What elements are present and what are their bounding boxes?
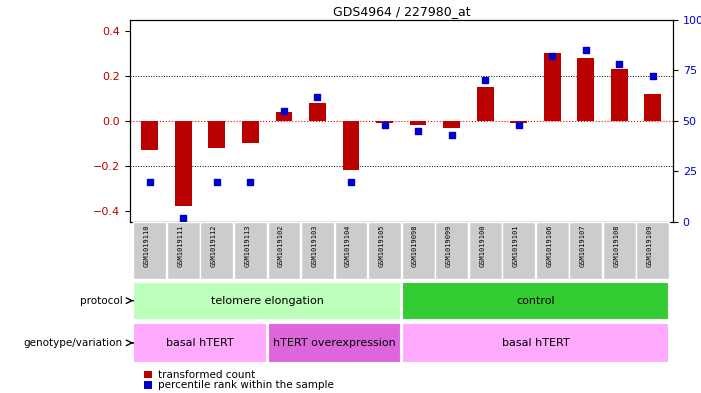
Text: genotype/variation: genotype/variation (24, 338, 123, 348)
Bar (142, 121, 158, 150)
Bar (510, 121, 527, 123)
Point (446, 132, 457, 138)
Point (379, 122, 390, 128)
Bar (133, 222, 166, 279)
Text: hTERT overexpression: hTERT overexpression (273, 338, 395, 348)
Bar (409, 121, 426, 125)
Point (412, 128, 423, 134)
Bar (644, 94, 661, 121)
Text: basal hTERT: basal hTERT (502, 338, 569, 348)
Text: GSM1019106: GSM1019106 (546, 225, 552, 267)
Bar (578, 58, 594, 121)
Text: GSM1019098: GSM1019098 (412, 225, 418, 267)
Point (547, 53, 558, 59)
Text: GSM1019112: GSM1019112 (211, 225, 217, 267)
Bar (402, 323, 669, 363)
Point (647, 73, 658, 79)
Bar (376, 121, 393, 123)
Text: GSM1019105: GSM1019105 (379, 225, 385, 267)
Bar (402, 222, 435, 279)
Bar (309, 103, 326, 121)
Bar (208, 121, 225, 148)
Text: GSM1019099: GSM1019099 (446, 225, 451, 267)
Bar (368, 222, 401, 279)
Bar (536, 222, 569, 279)
Bar (544, 53, 561, 121)
Text: GSM1019111: GSM1019111 (177, 225, 184, 267)
Bar (469, 222, 502, 279)
Bar (637, 222, 669, 279)
Point (178, 215, 189, 221)
Text: transformed count: transformed count (158, 369, 255, 380)
Point (479, 77, 491, 84)
Point (278, 108, 290, 114)
Point (346, 178, 357, 185)
Text: percentile rank within the sample: percentile rank within the sample (158, 380, 334, 390)
Bar (435, 222, 468, 279)
Text: basal hTERT: basal hTERT (166, 338, 234, 348)
Text: GSM1019100: GSM1019100 (479, 225, 485, 267)
Bar (133, 282, 401, 320)
Bar (200, 222, 233, 279)
Bar (275, 112, 292, 121)
Text: GSM1019102: GSM1019102 (278, 225, 284, 267)
Bar (334, 222, 367, 279)
Bar (301, 222, 334, 279)
Bar (477, 87, 494, 121)
Text: telomere elongation: telomere elongation (211, 296, 324, 306)
Bar (443, 121, 460, 128)
Bar (343, 121, 360, 170)
Text: GSM1019103: GSM1019103 (311, 225, 318, 267)
Bar (402, 282, 669, 320)
Bar (167, 222, 200, 279)
Point (513, 122, 524, 128)
Point (245, 178, 256, 185)
Bar (133, 323, 267, 363)
Title: GDS4964 / 227980_at: GDS4964 / 227980_at (332, 6, 470, 18)
Bar (175, 121, 192, 206)
Bar (611, 69, 627, 121)
Bar (603, 222, 636, 279)
Bar (268, 323, 401, 363)
Text: GSM1019113: GSM1019113 (245, 225, 250, 267)
Text: protocol: protocol (80, 296, 123, 306)
Text: GSM1019110: GSM1019110 (144, 225, 150, 267)
Bar (569, 222, 602, 279)
Text: GSM1019107: GSM1019107 (580, 225, 586, 267)
Bar (268, 222, 301, 279)
Bar (242, 121, 259, 143)
Point (312, 94, 323, 100)
Bar (234, 222, 267, 279)
Point (211, 178, 222, 185)
Bar (502, 222, 535, 279)
Text: GSM1019108: GSM1019108 (613, 225, 619, 267)
Point (613, 61, 625, 67)
Text: GSM1019104: GSM1019104 (345, 225, 351, 267)
Text: GSM1019109: GSM1019109 (647, 225, 653, 267)
Text: GSM1019101: GSM1019101 (512, 225, 519, 267)
Point (144, 178, 156, 185)
Point (580, 47, 592, 53)
Text: control: control (516, 296, 554, 306)
